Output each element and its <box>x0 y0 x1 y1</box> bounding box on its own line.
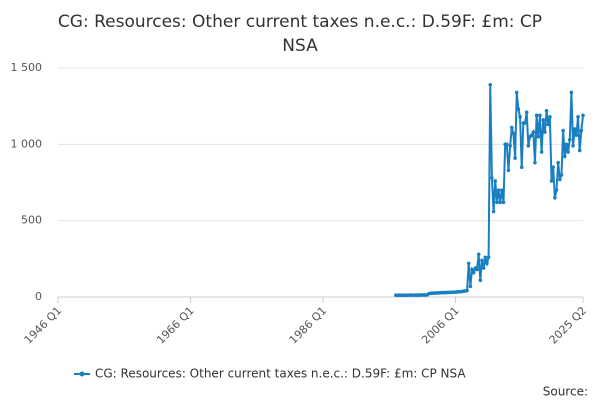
source: Source: <box>543 385 588 399</box>
point <box>481 266 486 270</box>
point <box>569 90 574 95</box>
point <box>509 125 514 130</box>
point <box>531 130 536 134</box>
point <box>534 113 539 118</box>
point <box>470 267 474 272</box>
point <box>544 108 549 113</box>
point <box>576 115 580 119</box>
point <box>561 128 565 133</box>
point <box>554 188 559 192</box>
point <box>501 200 506 205</box>
point <box>562 154 567 159</box>
point <box>511 131 516 136</box>
point <box>486 255 491 260</box>
point <box>506 168 511 173</box>
point <box>485 261 489 266</box>
point <box>475 267 479 272</box>
point <box>523 121 527 125</box>
point <box>546 122 551 127</box>
point <box>513 156 517 160</box>
point <box>524 110 529 115</box>
point <box>498 200 502 205</box>
y-tick-label: 500 <box>21 214 42 227</box>
point <box>480 258 484 263</box>
point <box>581 113 585 118</box>
point <box>505 142 509 147</box>
point <box>529 133 534 137</box>
point <box>571 144 575 148</box>
point <box>566 150 570 154</box>
y-tick-label: 0 <box>35 290 42 303</box>
point <box>518 115 522 119</box>
point <box>564 142 569 147</box>
point <box>567 137 572 142</box>
point <box>543 130 547 134</box>
point <box>478 278 483 283</box>
point <box>548 115 552 119</box>
point <box>466 261 471 266</box>
point <box>490 176 494 180</box>
point <box>483 255 488 260</box>
x-tick-label: 2006 Q1 <box>419 304 462 347</box>
x-tick-label: 1966 Q1 <box>154 304 197 347</box>
point <box>536 134 541 139</box>
point <box>468 284 473 289</box>
point <box>559 173 564 177</box>
point <box>508 144 512 148</box>
point <box>495 200 499 205</box>
point <box>519 165 524 170</box>
point <box>538 113 542 118</box>
point <box>539 150 544 154</box>
point <box>491 209 496 214</box>
y-tick-label: 1 000 <box>11 137 43 150</box>
point <box>500 188 504 192</box>
point <box>488 82 493 87</box>
point <box>514 90 519 95</box>
point <box>556 160 560 165</box>
legend: CG: Resources: Other current taxes n.e.c… <box>74 367 466 381</box>
legend-label: CG: Resources: Other current taxes n.e.c… <box>95 367 466 381</box>
x-tick-label: 2025 Q2 <box>547 304 590 347</box>
point <box>572 127 577 131</box>
legend-marker <box>79 371 85 377</box>
point <box>558 177 562 182</box>
point <box>526 144 531 148</box>
point <box>549 179 554 183</box>
point <box>553 195 557 200</box>
x-tick-label: 1946 Q1 <box>22 304 65 347</box>
point <box>577 148 582 153</box>
point <box>541 118 546 122</box>
y-tick-label: 1 500 <box>11 61 43 74</box>
chart-title: CG: Resources: Other current taxes n.e.c… <box>58 12 542 56</box>
point <box>496 188 501 192</box>
point <box>579 128 584 133</box>
point <box>516 107 521 112</box>
point <box>476 252 481 257</box>
point <box>471 270 476 275</box>
x-tick-label: 1986 Q1 <box>287 304 330 347</box>
point <box>493 179 498 183</box>
point <box>465 288 469 293</box>
point <box>574 133 579 137</box>
point <box>551 165 555 170</box>
point <box>533 160 537 165</box>
